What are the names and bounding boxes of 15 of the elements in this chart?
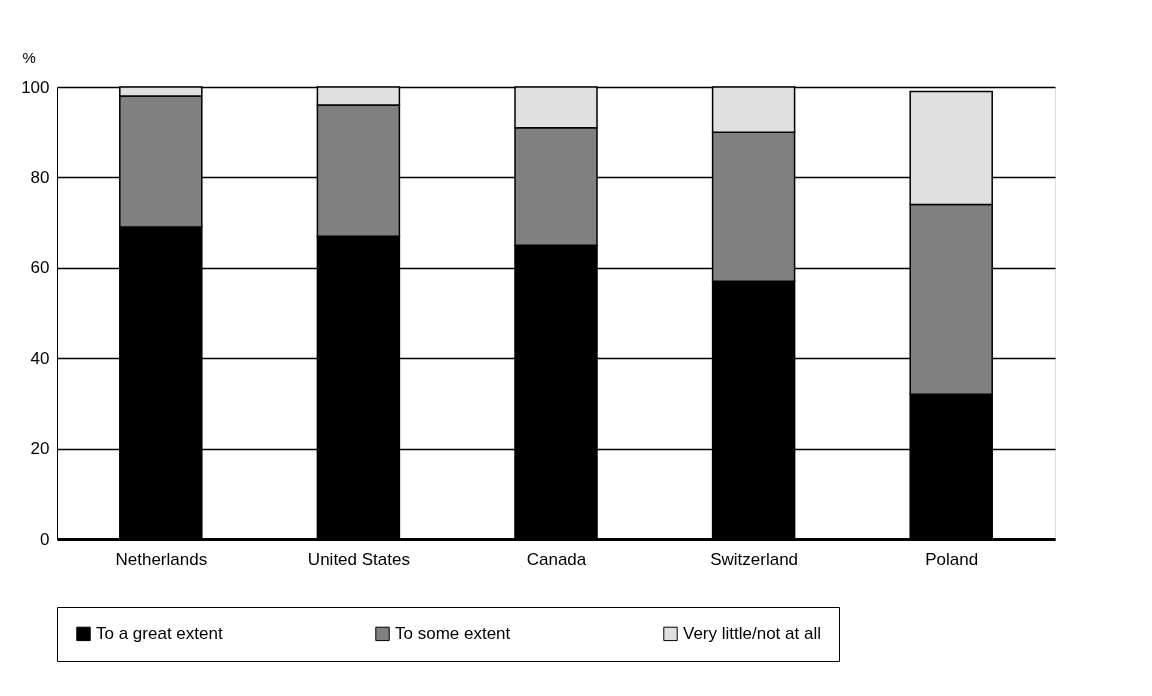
- legend-label: To some extent: [395, 623, 511, 643]
- legend-label: Very little/not at all: [683, 623, 821, 643]
- y-tick-label: 60: [30, 258, 50, 278]
- x-tick-label: Netherlands: [115, 549, 208, 569]
- y-tick-label: 80: [30, 167, 50, 187]
- y-axis-title: %: [22, 48, 36, 66]
- x-tick-label: Switzerland: [710, 549, 799, 569]
- y-tick-label: 40: [30, 348, 50, 368]
- x-tick-label: Canada: [526, 549, 587, 569]
- y-tick-label: 20: [30, 439, 50, 459]
- x-tick-label: Poland: [925, 549, 979, 569]
- x-tick-label: United States: [307, 549, 410, 569]
- y-tick-label: 100: [21, 77, 50, 97]
- y-tick-label: 0: [40, 529, 50, 549]
- legend-label: To a great extent: [96, 623, 223, 643]
